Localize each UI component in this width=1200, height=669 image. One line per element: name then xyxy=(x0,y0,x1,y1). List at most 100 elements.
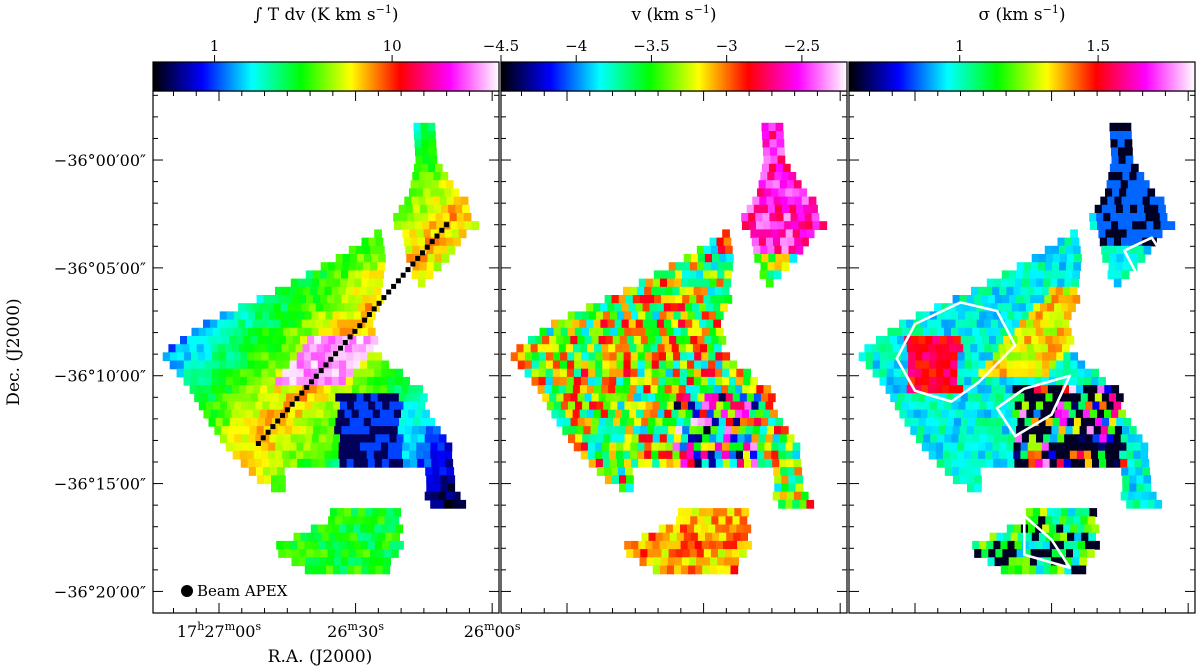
map-pixel xyxy=(369,295,378,304)
map-pixel xyxy=(631,540,639,550)
map-pixel xyxy=(591,393,600,403)
map-pixel xyxy=(702,278,710,288)
map-pixel xyxy=(252,409,261,419)
sigma-contour xyxy=(1123,236,1172,287)
map-pixel xyxy=(229,393,238,403)
map-pixel xyxy=(716,278,725,288)
map-pixel xyxy=(1105,188,1113,198)
map-pixel xyxy=(1006,360,1015,370)
map-pixel xyxy=(198,352,206,362)
map-pixel xyxy=(967,336,976,345)
map-pixel xyxy=(594,385,602,394)
map-pixel xyxy=(744,540,752,550)
map-pixel xyxy=(581,360,589,370)
map-pixel xyxy=(370,417,379,427)
map-pixel xyxy=(713,303,721,312)
map-pixel xyxy=(1129,172,1138,181)
map-pixel xyxy=(679,450,688,460)
map-pixel xyxy=(778,499,786,509)
map-pixel xyxy=(438,434,447,444)
map-pixel xyxy=(538,360,547,370)
map-pixel xyxy=(374,458,383,468)
map-pixel xyxy=(993,311,1001,321)
map-pixel xyxy=(624,540,632,550)
map-pixel xyxy=(205,327,214,337)
map-pixel xyxy=(304,565,313,575)
map-pixel xyxy=(358,409,367,419)
map-pixel xyxy=(560,401,569,411)
map-pixel xyxy=(625,426,634,435)
map-pixel xyxy=(240,352,249,362)
map-pixel xyxy=(677,508,686,517)
map-pixel xyxy=(377,393,386,403)
map-pixel xyxy=(725,262,733,271)
spine-point xyxy=(434,233,440,239)
map-pixel xyxy=(423,442,432,452)
map-pixel xyxy=(772,434,781,444)
map-pixel xyxy=(1049,327,1058,337)
map-pixel xyxy=(344,319,352,329)
map-pixel xyxy=(447,483,456,493)
map-pixel xyxy=(775,417,783,427)
map-pixel xyxy=(1045,254,1054,263)
map-pixel xyxy=(325,401,334,411)
map-pixel xyxy=(612,336,621,345)
map-pixel xyxy=(393,221,402,230)
map-pixel xyxy=(371,532,379,542)
map-pixel xyxy=(754,417,762,427)
map-pixel xyxy=(660,557,669,567)
map-pixel xyxy=(329,508,338,517)
map-pixel xyxy=(980,426,989,435)
map-pixel xyxy=(1130,254,1139,263)
map-pixel xyxy=(445,458,454,468)
map-pixel xyxy=(922,311,931,321)
map-pixel xyxy=(623,286,631,296)
map-pixel xyxy=(1142,196,1151,206)
map-pixel xyxy=(989,393,997,403)
map-pixel xyxy=(992,286,1000,296)
spine-point xyxy=(381,295,387,301)
map-pixel xyxy=(374,229,382,239)
map-pixel xyxy=(406,254,414,263)
map-pixel xyxy=(992,376,1001,386)
map-pixel xyxy=(676,417,685,427)
map-pixel xyxy=(1133,450,1141,460)
map-pixel xyxy=(297,327,306,337)
map-pixel xyxy=(1070,442,1078,452)
map-pixel xyxy=(393,409,402,419)
map-pixel xyxy=(591,336,600,345)
map-pixel xyxy=(681,565,689,575)
map-pixel xyxy=(706,409,715,419)
map-pixel xyxy=(684,508,693,517)
map-pixel xyxy=(419,172,427,181)
map-pixel xyxy=(336,508,345,517)
map-pixel xyxy=(680,540,689,550)
map-pixel xyxy=(289,450,297,460)
map-pixel xyxy=(595,311,604,321)
map-pixel xyxy=(645,540,654,550)
map-pixel xyxy=(1016,295,1024,304)
map-pixel xyxy=(411,270,420,280)
map-pixel xyxy=(217,344,226,353)
map-pixel xyxy=(300,532,309,542)
map-pixel xyxy=(725,393,734,403)
map-pixel xyxy=(937,401,945,411)
map-pixel xyxy=(761,163,770,173)
map-pixel xyxy=(727,508,735,517)
map-pixel xyxy=(325,311,334,321)
map-pixel xyxy=(738,426,747,435)
map-pixel xyxy=(992,442,1001,452)
map-pixel xyxy=(793,491,802,501)
map-pixel xyxy=(247,368,255,378)
map-pixel xyxy=(950,376,958,386)
map-pixel xyxy=(626,483,634,493)
map-pixel xyxy=(284,426,293,435)
map-pixel xyxy=(204,368,213,378)
map-pixel xyxy=(405,393,414,403)
map-pixel xyxy=(767,172,775,181)
map-pixel xyxy=(768,163,777,173)
map-pixel xyxy=(610,434,619,444)
map-pixel xyxy=(648,393,656,403)
map-pixel xyxy=(1011,319,1020,329)
map-pixel xyxy=(1115,172,1123,181)
